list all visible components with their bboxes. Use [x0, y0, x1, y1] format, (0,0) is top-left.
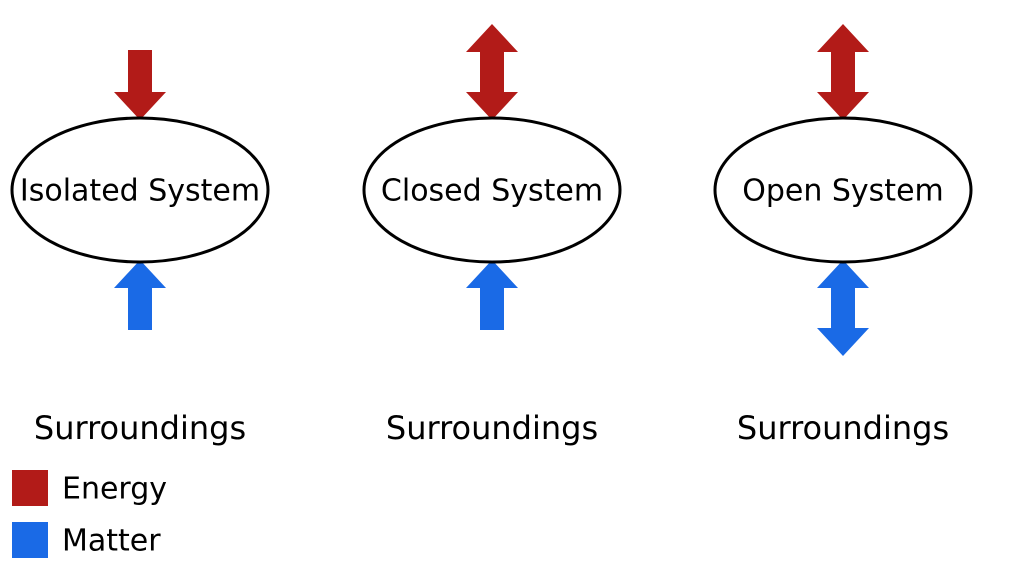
legend-swatch [12, 470, 48, 506]
surroundings-label: Surroundings [386, 409, 598, 447]
thermo-systems-diagram: Isolated System Surroundings Closed System… [0, 0, 1024, 570]
legend-label: Energy [62, 472, 167, 507]
surroundings-label: Surroundings [34, 409, 246, 447]
legend-swatch [12, 522, 48, 558]
system-label: Isolated System [20, 174, 260, 209]
surroundings-label: Surroundings [737, 409, 949, 447]
system-label: Open System [742, 174, 944, 209]
legend-label: Matter [62, 524, 161, 559]
system-label: Closed System [381, 174, 603, 209]
